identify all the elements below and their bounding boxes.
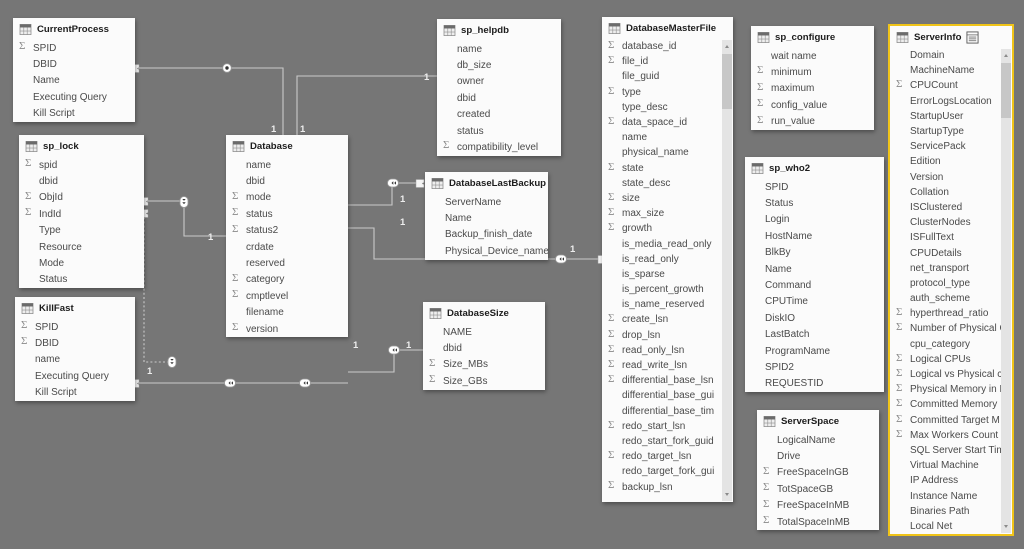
- svg-text:1: 1: [353, 340, 359, 351]
- svg-text:1: 1: [300, 124, 306, 135]
- svg-text:1: 1: [424, 72, 430, 83]
- svg-text:1: 1: [208, 232, 214, 243]
- svg-text:1: 1: [406, 340, 412, 351]
- svg-text:1: 1: [400, 217, 406, 228]
- svg-text:1: 1: [400, 194, 406, 205]
- svg-text:1: 1: [271, 124, 277, 135]
- svg-text:1: 1: [570, 244, 576, 255]
- svg-text:1: 1: [147, 366, 153, 377]
